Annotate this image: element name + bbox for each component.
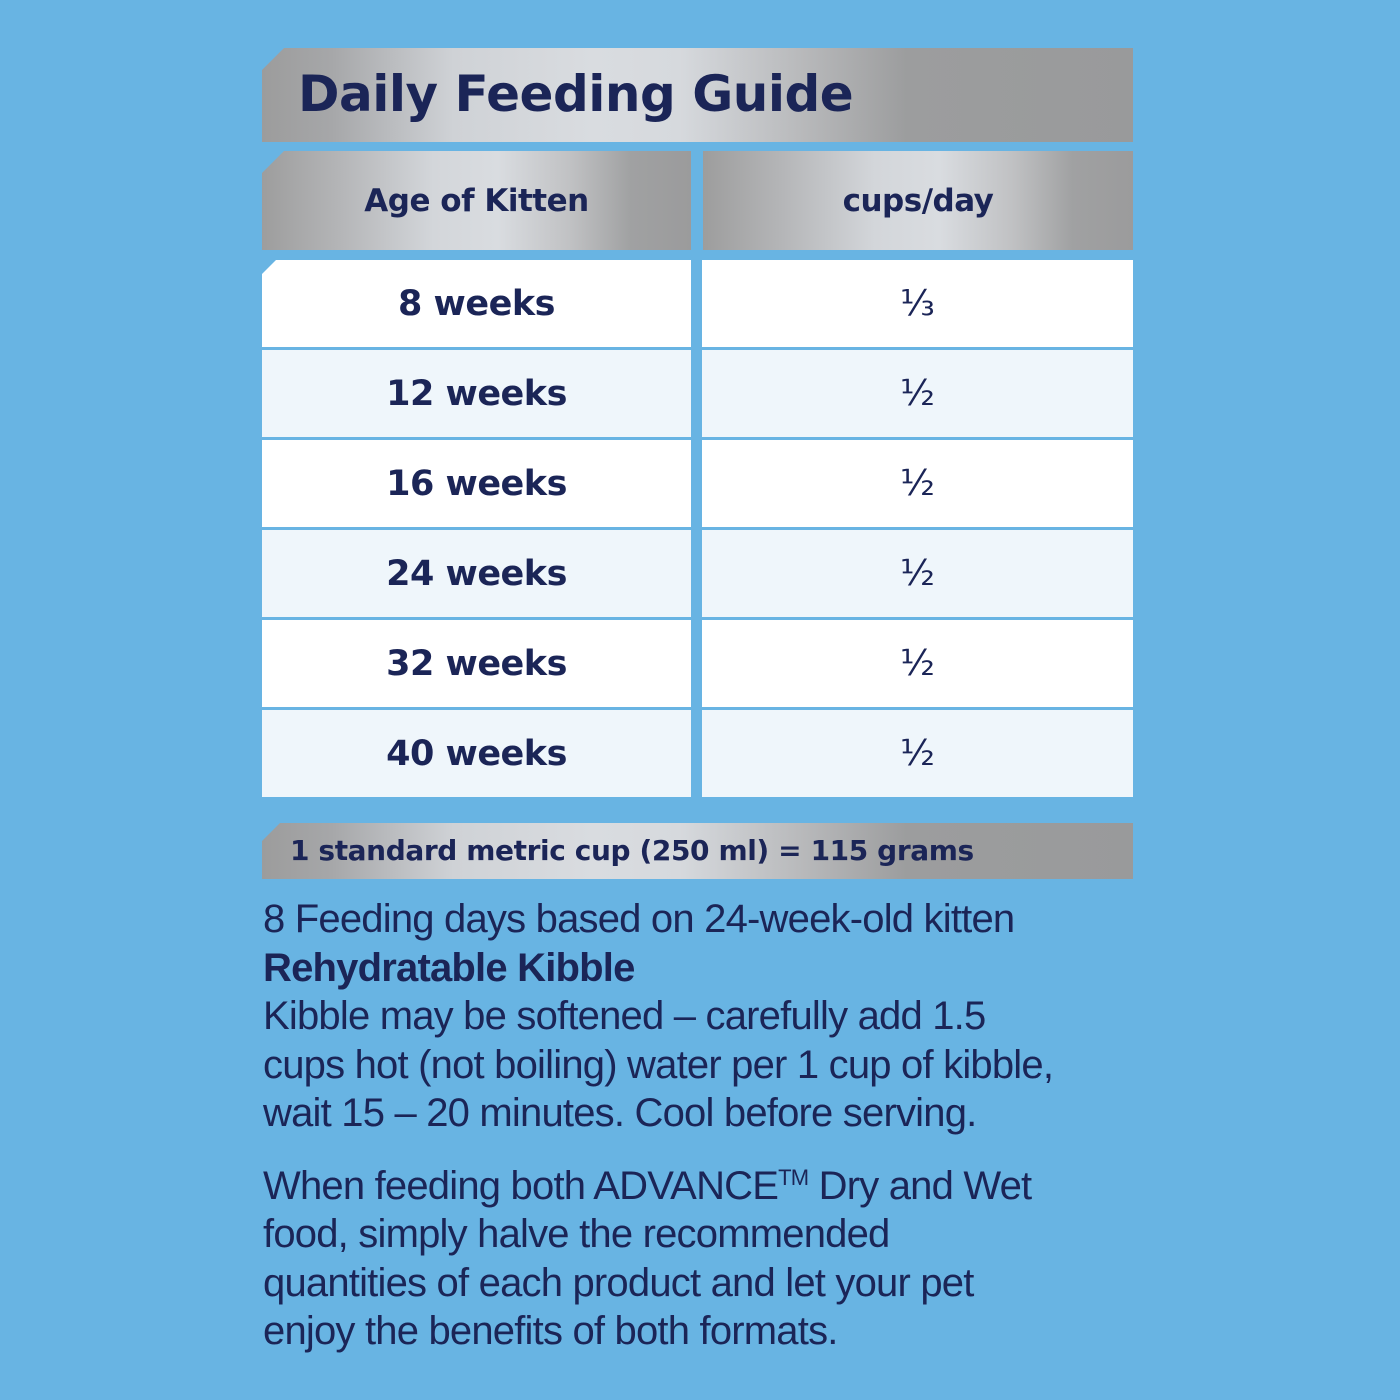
age-cell: 12 weeks: [262, 350, 691, 437]
age-cell: 16 weeks: [262, 440, 691, 527]
age-value: 40 weeks: [386, 733, 567, 774]
table-row: 12 weeks ½: [262, 350, 1133, 437]
kibble-instructions-line: cups hot (not boiling) water per 1 cup o…: [263, 1042, 1054, 1087]
kibble-heading: Rehydratable Kibble: [263, 945, 635, 990]
amount-cell: ½: [702, 710, 1133, 797]
table-row: 24 weeks ½: [262, 530, 1133, 617]
age-cell: 40 weeks: [262, 710, 691, 797]
header-age-label: Age of Kitten: [364, 182, 589, 219]
amount-value: ½: [900, 643, 935, 684]
table-row: 32 weeks ½: [262, 620, 1133, 707]
kibble-instructions-line: wait 15 – 20 minutes. Cool before servin…: [263, 1091, 977, 1135]
amount-value: ½: [900, 463, 935, 504]
combo-text-pre: When feeding both ADVANCE: [263, 1163, 779, 1208]
table-row: 16 weeks ½: [262, 440, 1133, 527]
combo-feeding-line: When feeding both ADVANCETM Dry and Wet: [263, 1154, 1163, 1211]
table-body: 8 weeks ⅓ 12 weeks ½ 16 weeks ½ 24 wee: [262, 260, 1133, 800]
conversion-bar: 1 standard metric cup (250 ml) = 115 gra…: [262, 823, 1133, 879]
kibble-instructions-line: Kibble may be softened – carefully add 1…: [263, 994, 986, 1038]
amount-cell: ⅓: [702, 260, 1133, 347]
conversion-note: 1 standard metric cup (250 ml) = 115 gra…: [290, 833, 974, 867]
feeding-table: Age of Kitten cups/day 8 weeks ⅓ 12 week…: [262, 151, 1133, 797]
amount-cell: ½: [702, 350, 1133, 437]
title-bar: Daily Feeding Guide: [262, 48, 1133, 142]
combo-feeding-line: enjoy the benefits of both formats.: [263, 1309, 838, 1353]
feeding-days-note: 8 Feeding days based on 24-week-old kitt…: [263, 897, 1015, 941]
combo-feeding-line: food, simply halve the recommended: [263, 1212, 890, 1256]
feeding-notes: 8 Feeding days based on 24-week-old kitt…: [263, 895, 1163, 1356]
table-row: 8 weeks ⅓: [262, 260, 1133, 347]
header-cell-age: Age of Kitten: [262, 151, 691, 250]
amount-cell: ½: [702, 530, 1133, 617]
header-amount-label: cups/day: [842, 182, 994, 219]
amount-cell: ½: [702, 620, 1133, 707]
amount-value: ½: [900, 733, 935, 774]
age-cell: 32 weeks: [262, 620, 691, 707]
combo-text-post: Dry and Wet: [808, 1163, 1033, 1208]
age-cell: 8 weeks: [262, 260, 691, 347]
age-cell: 24 weeks: [262, 530, 691, 617]
amount-cell: ½: [702, 440, 1133, 527]
amount-value: ½: [900, 373, 935, 414]
age-value: 8 weeks: [398, 283, 555, 324]
amount-value: ⅓: [900, 283, 935, 324]
trademark-symbol: TM: [778, 1164, 809, 1190]
age-value: 12 weeks: [386, 373, 567, 414]
age-value: 24 weeks: [386, 553, 567, 594]
combo-feeding-line: quantities of each product and let your …: [263, 1260, 974, 1305]
age-value: 16 weeks: [386, 463, 567, 504]
table-header-row: Age of Kitten cups/day: [262, 151, 1133, 250]
amount-value: ½: [900, 553, 935, 594]
age-value: 32 weeks: [386, 643, 567, 684]
table-row: 40 weeks ½: [262, 710, 1133, 797]
header-cell-amount: cups/day: [703, 151, 1133, 250]
page-title: Daily Feeding Guide: [298, 64, 854, 123]
